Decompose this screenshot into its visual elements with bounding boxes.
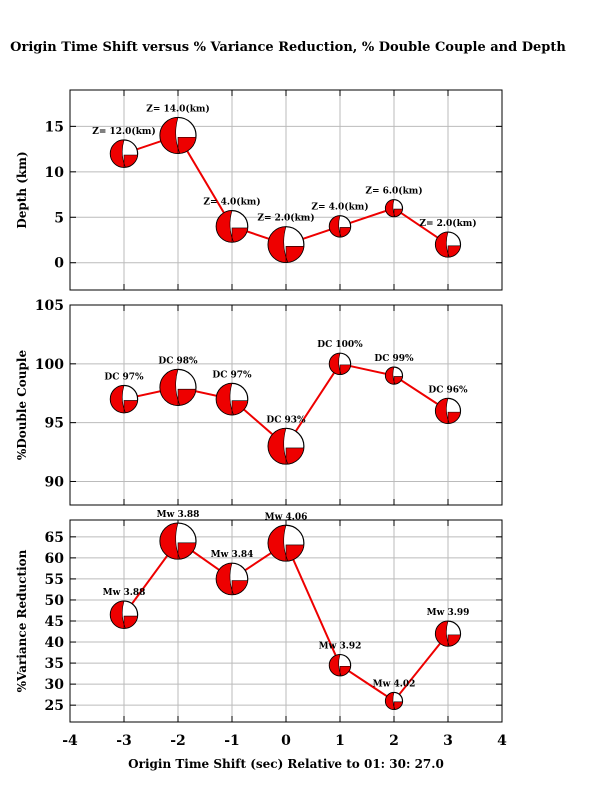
y-tick-label: 40 [45,635,65,651]
y-tick-label: 0 [54,256,64,272]
beachball-mechanism [434,397,462,424]
x-tick-label: 4 [497,733,507,749]
beachball-mechanism [159,116,197,155]
beachball-mechanism [109,600,139,629]
beachball-mechanism [328,215,352,238]
beachball-mechanism [109,384,139,414]
data-label: Mw 3.92 [319,642,362,652]
data-label: Z= 4.0(km) [311,202,368,213]
x-tick-label: 3 [443,733,453,749]
y-tick-label: 100 [35,357,64,373]
beachball-mechanism [267,427,305,465]
y-tick-label: 10 [45,165,65,181]
y-tick-label: 35 [45,656,64,672]
y-axis-label: %Double Couple [15,350,29,461]
x-tick-label: -2 [170,733,186,749]
y-axis-label: %Variance Reduction [15,549,29,692]
data-label: DC 97% [104,372,144,382]
data-label: Mw 3.99 [427,608,470,618]
beachball-mechanism [215,210,249,243]
y-tick-label: 25 [45,698,64,714]
data-label: Mw 4.06 [265,512,308,522]
data-label: DC 98% [158,356,198,366]
beachball-mechanism [159,368,197,406]
data-label: DC 100% [317,340,363,350]
y-tick-label: 55 [45,572,64,588]
beachball-mechanism [328,352,352,376]
x-tick-label: -1 [224,733,240,749]
y-tick-label: 105 [35,298,64,314]
beachball-mechanism [215,562,249,596]
beachball-mechanism [384,366,404,385]
y-tick-label: 50 [45,593,65,609]
y-tick-label: 60 [45,551,65,567]
beachball-mechanism [267,524,305,562]
beachball-mechanism [267,226,305,264]
data-label: DC 97% [212,370,252,380]
data-label: Z= 2.0(km) [419,218,476,229]
data-label: Mw 3.88 [103,588,146,598]
data-label: DC 93% [266,415,306,425]
data-label: Z= 6.0(km) [365,186,422,197]
data-label: Mw 4.02 [373,679,416,689]
y-tick-label: 15 [45,119,64,135]
y-tick-label: 95 [45,416,64,432]
data-label: Z= 12.0(km) [92,126,155,137]
y-tick-label: 5 [54,210,64,226]
data-label: Z= 4.0(km) [203,197,260,208]
data-label: DC 96% [428,385,468,395]
x-tick-label: 0 [281,733,291,749]
beachball-mechanism [434,231,462,258]
x-tick-label: -4 [62,733,78,749]
beachball-mechanism [384,691,404,711]
plot-frame [69,519,503,723]
y-tick-label: 45 [45,614,64,630]
beachball-mechanism [159,522,197,560]
plot-frame [69,304,503,506]
data-label: DC 99% [374,354,414,364]
chart-title: Origin Time Shift versus % Variance Redu… [10,40,566,55]
beachball-mechanism [328,653,352,677]
plot-frame [69,89,503,291]
x-tick-label: 2 [389,733,399,749]
y-tick-label: 65 [45,530,64,546]
x-tick-label: -3 [116,733,132,749]
x-axis-label: Origin Time Shift (sec) Relative to 01: … [128,757,444,771]
beachball-mechanism [215,382,249,416]
y-axis-label: Depth (km) [15,151,29,228]
data-label: Z= 2.0(km) [257,213,314,224]
y-tick-label: 90 [45,474,65,490]
y-tick-label: 30 [45,677,65,693]
data-label: Z= 14.0(km) [146,103,209,114]
x-tick-label: 1 [335,733,345,749]
beachball-mechanism [434,620,462,647]
data-label: Mw 3.88 [157,510,200,520]
beachball-mechanism [109,139,139,168]
data-label: Mw 3.84 [211,550,254,560]
beachball-mechanism [384,199,404,218]
